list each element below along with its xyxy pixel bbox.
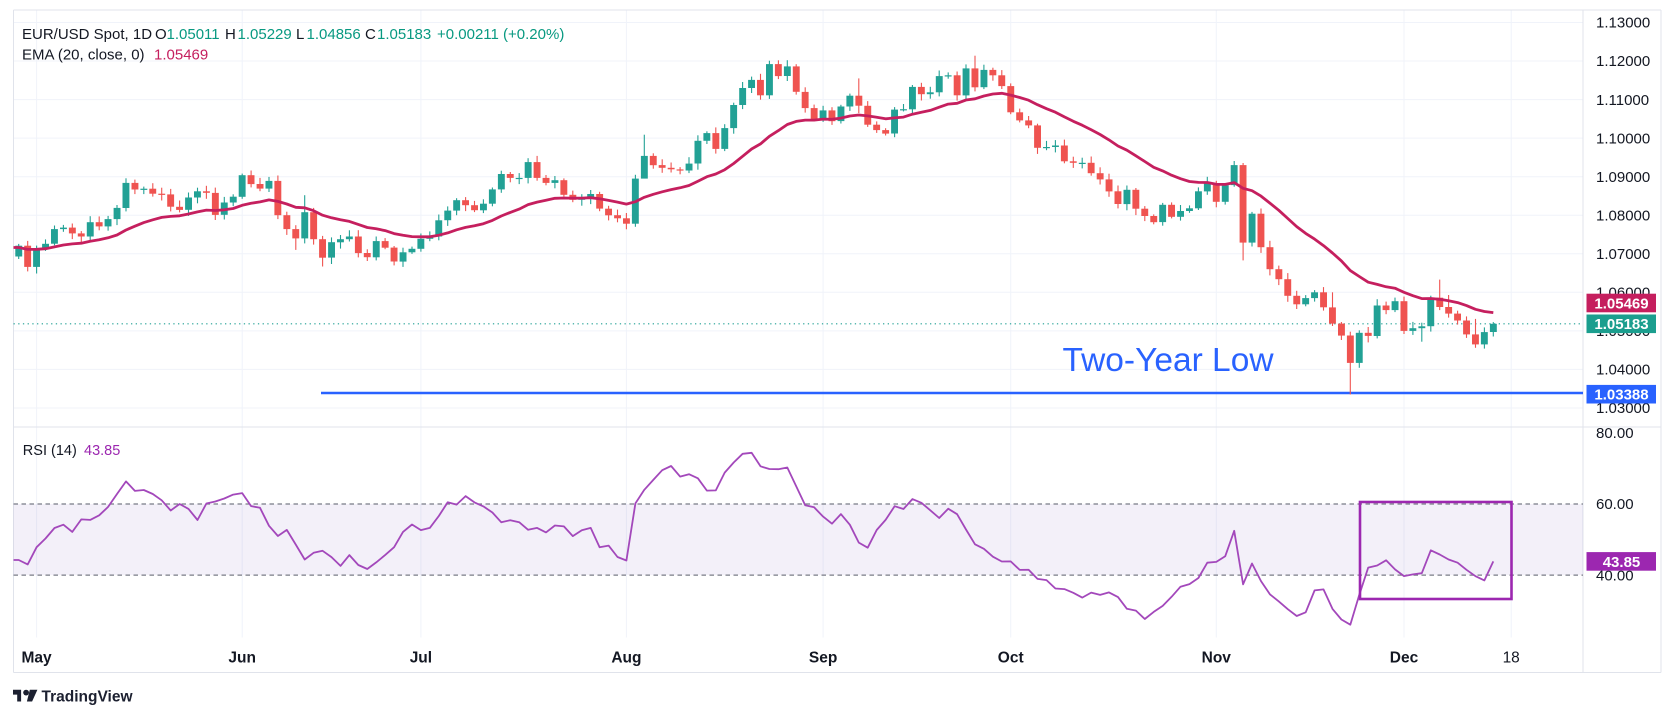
svg-text:RSI (14): RSI (14): [23, 443, 77, 459]
svg-text:1.04000: 1.04000: [1596, 362, 1650, 379]
svg-text:1.05183: 1.05183: [377, 26, 431, 43]
svg-text:40.00: 40.00: [1596, 567, 1634, 584]
svg-text:May: May: [22, 650, 53, 667]
svg-text:1.12000: 1.12000: [1596, 53, 1650, 70]
svg-text:1.03388: 1.03388: [1594, 387, 1648, 404]
svg-text:Oct: Oct: [998, 650, 1024, 667]
svg-text:Dec: Dec: [1390, 650, 1419, 667]
svg-text:H: H: [225, 26, 236, 43]
svg-text:C: C: [365, 26, 376, 43]
svg-text:80.00: 80.00: [1596, 425, 1634, 442]
svg-text:TradingView: TradingView: [42, 689, 134, 706]
svg-text:Jun: Jun: [228, 650, 256, 667]
svg-text:1.10000: 1.10000: [1596, 130, 1650, 147]
svg-text:1.03000: 1.03000: [1596, 400, 1650, 417]
svg-text:1.04856: 1.04856: [307, 26, 361, 43]
svg-text:EMA (20, close, 0): EMA (20, close, 0): [22, 47, 145, 64]
svg-text:Two-Year Low: Two-Year Low: [1062, 342, 1274, 379]
svg-text:Sep: Sep: [809, 650, 837, 667]
svg-text:1.05229: 1.05229: [238, 26, 292, 43]
svg-text:1.11000: 1.11000: [1596, 92, 1649, 109]
svg-text:1.05183: 1.05183: [1594, 316, 1648, 333]
svg-text:1.05011: 1.05011: [167, 26, 220, 43]
svg-text:1.07000: 1.07000: [1596, 246, 1650, 263]
svg-text:Jul: Jul: [410, 650, 432, 667]
svg-text:L: L: [296, 26, 304, 43]
svg-text:+0.00211 (+0.20%): +0.00211 (+0.20%): [437, 26, 564, 43]
svg-text:1.13000: 1.13000: [1596, 15, 1650, 32]
svg-text:EUR/USD Spot, 1D: EUR/USD Spot, 1D: [22, 26, 152, 43]
svg-text:43.85: 43.85: [84, 443, 120, 459]
svg-text:Aug: Aug: [611, 650, 641, 667]
svg-text:1.05469: 1.05469: [154, 47, 208, 64]
svg-text:1.08000: 1.08000: [1596, 207, 1650, 224]
svg-text:1.09000: 1.09000: [1596, 169, 1650, 186]
svg-text:60.00: 60.00: [1596, 496, 1634, 513]
svg-text:O: O: [155, 26, 167, 43]
svg-text:43.85: 43.85: [1603, 554, 1641, 571]
svg-text:1.05469: 1.05469: [1594, 295, 1648, 312]
svg-text:Nov: Nov: [1202, 650, 1232, 667]
svg-text:18: 18: [1503, 650, 1520, 667]
